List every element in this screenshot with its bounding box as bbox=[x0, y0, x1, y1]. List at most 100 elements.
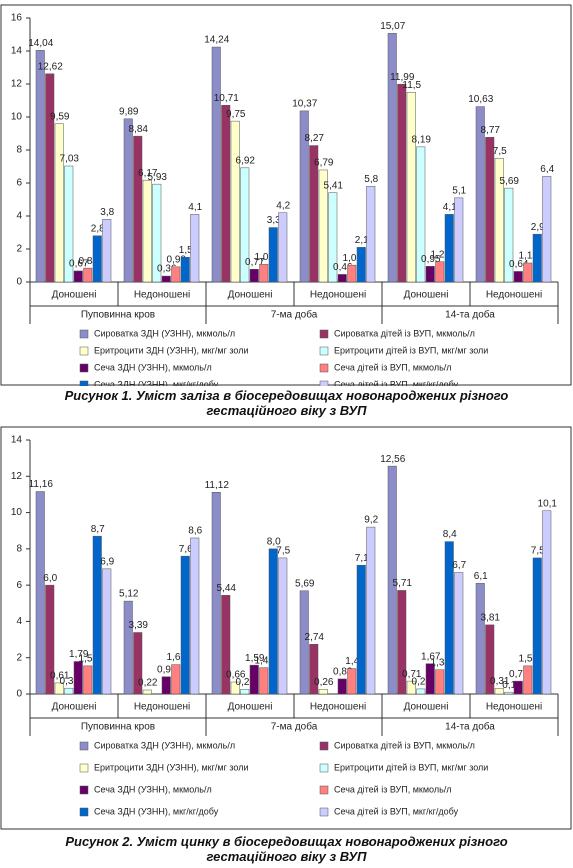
legend-swatch bbox=[79, 763, 89, 773]
bar bbox=[475, 106, 485, 283]
bar bbox=[444, 541, 454, 695]
legend-label: Сеча дітей із ВУП, мкг/кг/добу bbox=[334, 806, 459, 816]
y-tick-label: 8 bbox=[16, 145, 22, 156]
group-label: 7-ма доба bbox=[271, 721, 318, 733]
value-label: 0,64 bbox=[509, 259, 529, 270]
value-label: 7,6 bbox=[179, 544, 193, 555]
bar bbox=[356, 247, 366, 283]
legend-swatch bbox=[319, 741, 329, 751]
bar bbox=[83, 267, 93, 283]
bar bbox=[92, 235, 102, 283]
bar bbox=[328, 192, 338, 283]
bar bbox=[366, 526, 376, 695]
bar bbox=[133, 632, 143, 695]
value-label: 9,89 bbox=[119, 106, 139, 117]
legend-label: Сироватка дітей із ВУП, мкмоль/л bbox=[334, 740, 475, 750]
x-tick-label: Недоношені bbox=[310, 290, 366, 301]
bar bbox=[542, 510, 552, 695]
bar bbox=[240, 167, 250, 283]
bar bbox=[513, 271, 523, 283]
value-label: 4,2 bbox=[276, 200, 290, 211]
bar bbox=[435, 261, 445, 283]
legend-label: Сеча дітей із ВУП, мкг/кг/добу bbox=[334, 379, 459, 386]
legend-label: Еритроцити дітей із ВУП, мкг/мг золи bbox=[334, 762, 488, 772]
x-tick-label: Доношені bbox=[228, 702, 273, 713]
value-label: 6,17 bbox=[138, 168, 158, 179]
bar bbox=[180, 257, 190, 283]
x-tick-label: Недоношені bbox=[486, 290, 542, 301]
bar bbox=[523, 262, 533, 283]
value-label: 1,55 bbox=[519, 654, 539, 665]
bar bbox=[211, 492, 221, 695]
legend-label: Сеча ЗДН (УЗНН), мкг/кг/добу bbox=[94, 806, 219, 816]
bar bbox=[230, 681, 240, 695]
bar bbox=[513, 680, 523, 695]
x-tick-label: Недоношені bbox=[134, 702, 190, 713]
y-tick-label: 12 bbox=[11, 471, 23, 482]
legend-swatch bbox=[79, 380, 89, 386]
bar bbox=[249, 269, 259, 283]
bar bbox=[444, 214, 454, 283]
bar bbox=[268, 227, 278, 283]
value-label: 0,36 bbox=[157, 264, 177, 275]
value-label: 9,75 bbox=[226, 109, 246, 120]
x-tick-label: Доношені bbox=[52, 702, 97, 713]
legend-label: Еритроцити ЗДН (УЗНН), мкг/мг золи bbox=[94, 762, 248, 772]
value-label: 1,45 bbox=[255, 655, 275, 666]
bar bbox=[102, 568, 112, 695]
value-label: 5,8 bbox=[364, 174, 378, 185]
legend-swatch bbox=[319, 346, 329, 356]
legend-swatch bbox=[319, 807, 329, 817]
value-label: 14,04 bbox=[28, 38, 53, 49]
bar bbox=[337, 678, 347, 695]
value-label: 1,02 bbox=[343, 253, 363, 264]
bar bbox=[387, 465, 397, 695]
value-label: 0,26 bbox=[314, 677, 334, 688]
value-label: 0,61 bbox=[50, 671, 70, 682]
value-label: 11,12 bbox=[205, 480, 230, 491]
value-label: 0,66 bbox=[226, 670, 246, 681]
value-label: 3,8 bbox=[100, 207, 114, 218]
value-label: 5,1 bbox=[452, 185, 466, 196]
bar bbox=[425, 266, 435, 283]
legend-label: Сеча дітей із ВУП, мкмоль/л bbox=[334, 784, 452, 794]
group-label: Пуповинна кров bbox=[81, 722, 155, 733]
bar bbox=[454, 572, 464, 695]
bar bbox=[504, 187, 514, 283]
value-label: 10,63 bbox=[468, 94, 493, 105]
bar bbox=[318, 169, 328, 283]
y-tick-label: 12 bbox=[11, 79, 23, 90]
bar bbox=[494, 158, 504, 283]
value-label: 15,07 bbox=[380, 21, 405, 32]
legend-label: Еритроцити дітей із ВУП, мкг/мг золи bbox=[334, 345, 488, 355]
value-label: 2,8 bbox=[91, 223, 105, 234]
bar bbox=[397, 590, 407, 695]
value-label: 1,5 bbox=[179, 245, 193, 256]
bar bbox=[542, 176, 552, 283]
value-label: 5,41 bbox=[324, 180, 344, 191]
bar bbox=[161, 275, 171, 283]
y-tick-label: 14 bbox=[11, 435, 23, 446]
bar bbox=[475, 583, 485, 695]
bar bbox=[152, 183, 162, 283]
x-tick-label: Доношені bbox=[404, 702, 449, 713]
bar bbox=[190, 214, 200, 283]
value-label: 9,59 bbox=[50, 111, 70, 122]
bar bbox=[366, 186, 376, 283]
chart: 0 2 4 6 8 10 12 14 16 Доношені Недоношені Доношені Н… bbox=[0, 4, 572, 386]
group-label: 14-та доба bbox=[445, 309, 495, 321]
legend-swatch bbox=[79, 346, 89, 356]
value-label: 1,79 bbox=[69, 649, 89, 660]
value-label: 14,24 bbox=[204, 35, 229, 46]
bar bbox=[190, 537, 200, 695]
x-tick-label: Недоношені bbox=[134, 290, 190, 301]
bar bbox=[523, 665, 533, 695]
legend-label: Еритроцити ЗДН (УЗНН), мкг/мг золи bbox=[94, 345, 248, 355]
value-label: 8,0 bbox=[267, 536, 281, 547]
bar bbox=[299, 110, 309, 283]
bar bbox=[142, 179, 152, 283]
value-label: 0,95 bbox=[157, 664, 177, 675]
value-label: 0,22 bbox=[138, 678, 158, 689]
bar bbox=[356, 564, 366, 695]
